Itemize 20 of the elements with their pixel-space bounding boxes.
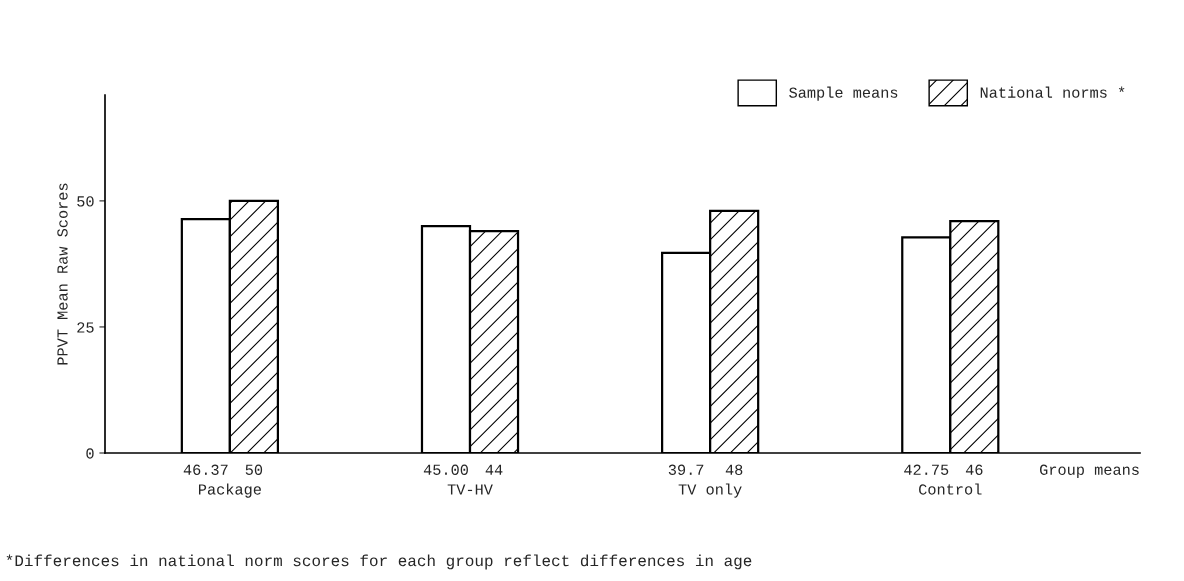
data-label: 46 [965,464,983,475]
y-tick-label: 25 [77,322,94,333]
text: *Differences in national norm scores for each group reflect differences in age [6,554,752,570]
data-label: 48 [725,464,743,475]
legend-label: Sample means [789,86,898,101]
legend-label: National norms * [980,86,1125,98]
data-label: 46.37 [183,464,228,475]
data-label: 39.7 [668,464,704,475]
x-tick-label: Package [198,483,261,498]
x-tick-label: Control [919,483,982,495]
y-axis-title: PPVT Mean Raw Scores [57,183,68,365]
y-tick-label: 0 [86,448,94,459]
x-tick-label: TV only [678,483,742,498]
data-label: 45.00 [423,464,468,475]
data-label: 50 [245,464,263,475]
text: Group means [1039,464,1139,478]
data-label: 44 [485,464,503,475]
x-tick-label: TV-HV [447,484,493,495]
y-tick-label: 50 [77,196,94,207]
data-label: 42.75 [904,464,949,475]
